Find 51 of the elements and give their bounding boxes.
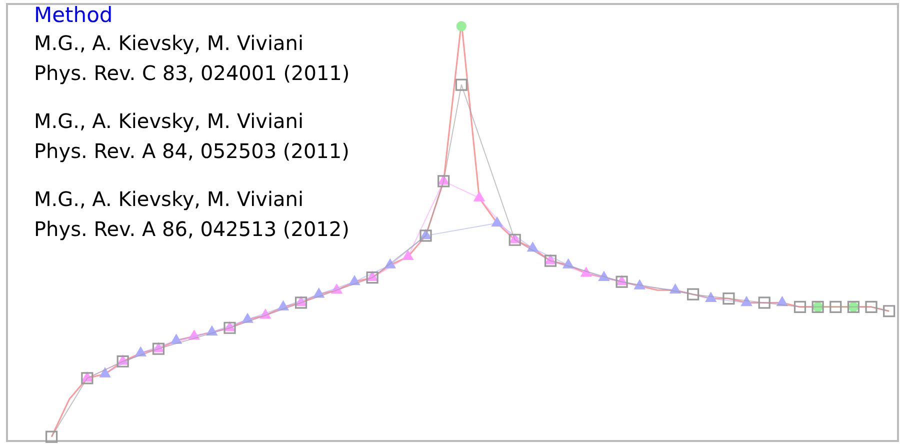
point [830, 300, 842, 313]
point [776, 296, 788, 306]
point [99, 367, 111, 378]
point [46, 430, 58, 443]
point [81, 371, 94, 382]
point [294, 296, 308, 309]
point [740, 296, 752, 306]
point [170, 334, 182, 344]
point [634, 279, 646, 290]
point [242, 312, 254, 323]
point [562, 258, 574, 268]
point [330, 283, 343, 294]
point [687, 288, 700, 300]
annotation: M.G., A. Kievsky, M. Viviani Phys. Rev. A 84, 052503 (2011) [34, 109, 350, 163]
point [438, 175, 450, 188]
chart-title: Method [34, 3, 113, 27]
point [260, 308, 272, 319]
point [491, 216, 503, 227]
point [224, 322, 236, 334]
point [456, 21, 466, 32]
point [616, 276, 628, 288]
annotation: M.G., A. Kievsky, M. Viviani Phys. Rev. A 86, 042513 (2012) [34, 187, 350, 241]
point [134, 346, 147, 356]
point [116, 355, 129, 368]
point [420, 230, 432, 242]
point [277, 300, 290, 310]
point [312, 288, 325, 298]
point [580, 266, 592, 277]
point [883, 305, 896, 318]
point [116, 354, 129, 365]
point [722, 292, 735, 305]
point [366, 272, 378, 284]
point [758, 296, 770, 309]
point [384, 258, 396, 268]
point [669, 283, 682, 294]
point [794, 300, 806, 313]
annotation: M.G., A. Kievsky, M. Viviani Phys. Rev. C 83, 024001 (2011) [34, 31, 350, 85]
point [705, 292, 717, 302]
point [206, 325, 218, 336]
point [598, 270, 610, 281]
point [348, 274, 360, 286]
point [473, 191, 486, 202]
point [526, 241, 539, 252]
point [402, 250, 414, 260]
point [544, 254, 557, 267]
point [81, 372, 94, 384]
point [455, 78, 468, 91]
point [188, 329, 200, 340]
point [865, 300, 878, 313]
point [152, 342, 165, 355]
point [508, 234, 521, 246]
